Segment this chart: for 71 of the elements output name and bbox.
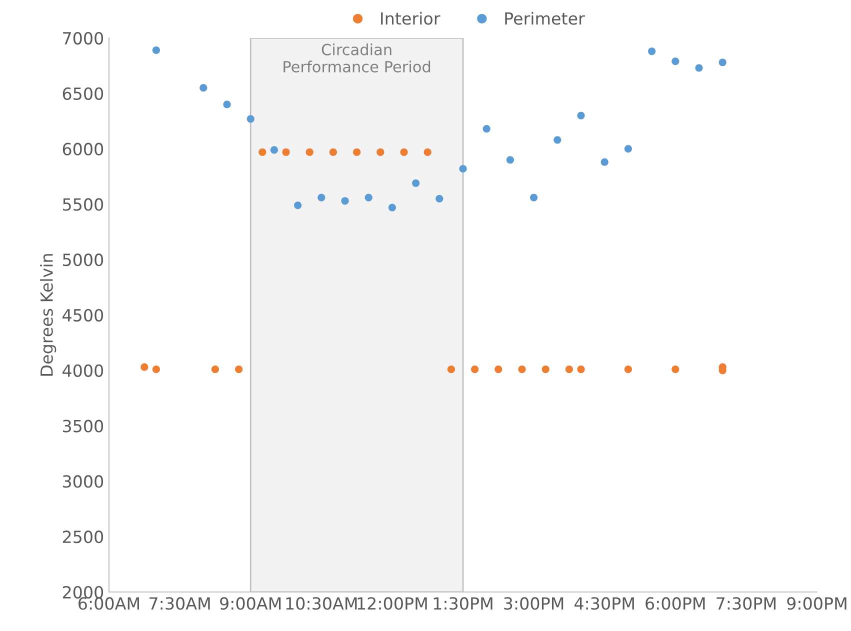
- point: [282, 148, 290, 156]
- point: [152, 46, 160, 54]
- point: [364, 194, 372, 202]
- legend-label: Perimeter: [505, 12, 585, 25]
- point: [459, 164, 467, 173]
- point: [482, 125, 490, 133]
- point: [318, 194, 326, 202]
- point: [494, 365, 502, 374]
- y-axis-title: Degrees Kelvin: [40, 254, 56, 376]
- x-tick-label: 7:30PM: [716, 597, 776, 610]
- point: [376, 148, 384, 156]
- point: [648, 47, 656, 56]
- point: [424, 148, 432, 156]
- point: [152, 365, 160, 374]
- point: [294, 202, 302, 210]
- point: [341, 197, 349, 205]
- point: [672, 57, 680, 66]
- point: [624, 144, 632, 153]
- point: [695, 64, 703, 72]
- point: [200, 84, 208, 92]
- point: [672, 365, 680, 374]
- point: [258, 148, 266, 156]
- point: [506, 156, 514, 164]
- x-tick-label: 3:00PM: [504, 597, 564, 610]
- x-tick-label: 12:00PM: [358, 597, 427, 610]
- x-tick-label: 6:00AM: [78, 597, 139, 610]
- point: [352, 148, 361, 156]
- point: [306, 148, 314, 156]
- point: [542, 365, 550, 374]
- point: [565, 365, 574, 374]
- point: [270, 146, 278, 154]
- y-tick-label: 3500: [62, 420, 104, 432]
- point: [530, 194, 538, 202]
- point: [388, 204, 396, 212]
- point: [400, 148, 408, 156]
- point: [718, 58, 726, 66]
- point: [518, 365, 526, 374]
- x-tick-label: 7:30AM: [150, 597, 210, 610]
- point: [246, 115, 254, 123]
- x-tick-label: 1:30PM: [434, 597, 492, 610]
- point: [577, 365, 585, 374]
- y-tick-label: 2500: [62, 530, 104, 544]
- legend-label: Interior: [381, 12, 440, 25]
- band-label: Circadian Performance Period: [284, 44, 430, 72]
- y-tick-label: 5000: [63, 254, 104, 266]
- point: [223, 100, 231, 108]
- point: [412, 179, 420, 187]
- x-tick-label: 9:00PM: [787, 597, 846, 610]
- y-tick-label: 3000: [62, 475, 104, 488]
- y-tick-label: 4500: [62, 308, 104, 322]
- point: [600, 158, 608, 166]
- point: [436, 194, 444, 202]
- y-tick-label: 6000: [62, 142, 104, 156]
- point: [624, 365, 632, 374]
- x-tick-label: 9:00AM: [220, 597, 281, 610]
- point: [447, 365, 456, 374]
- point: [470, 365, 479, 374]
- y-tick-label: 2000: [62, 586, 104, 599]
- point: [329, 148, 338, 156]
- point: [234, 365, 243, 374]
- x-tick-label: 6:00PM: [646, 597, 705, 610]
- y-tick-label: 6500: [62, 87, 104, 100]
- point: [211, 365, 220, 374]
- y-tick-label: 4000: [62, 364, 104, 377]
- point: [140, 363, 148, 371]
- y-tick-label: 5500: [63, 198, 104, 211]
- point: [577, 112, 585, 120]
- x-tick-label: 4:30PM: [574, 597, 634, 610]
- x-tick-label: 10:30AM: [286, 597, 357, 610]
- point: [554, 136, 562, 144]
- y-tick-label: 7000: [63, 32, 104, 45]
